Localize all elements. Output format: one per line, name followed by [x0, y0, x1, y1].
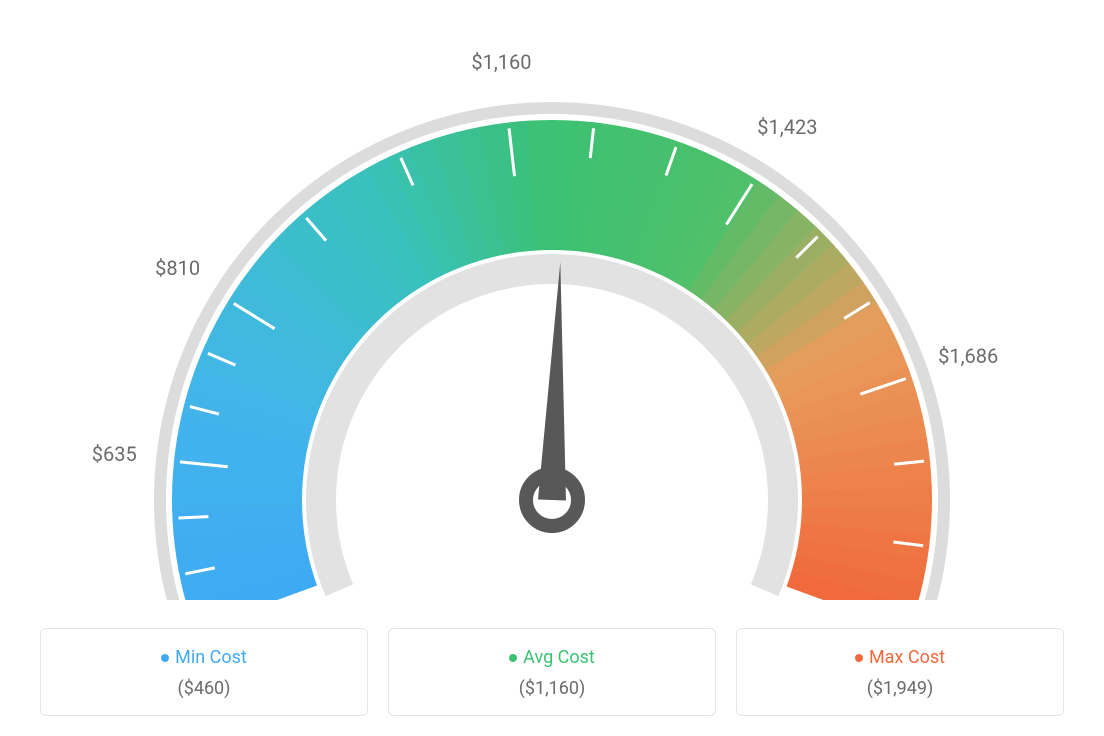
svg-text:$1,686: $1,686 — [938, 344, 998, 368]
legend-value-max: ($1,949) — [749, 678, 1051, 699]
legend-card-max: Max Cost ($1,949) — [736, 628, 1064, 716]
svg-text:$1,423: $1,423 — [757, 115, 817, 139]
legend-title-min: Min Cost — [53, 647, 355, 668]
cost-gauge: $460$635$810$1,160$1,423$1,686$1,949 — [52, 20, 1052, 604]
svg-text:$1,160: $1,160 — [471, 50, 531, 74]
legend-title-max: Max Cost — [749, 647, 1051, 668]
svg-text:$810: $810 — [155, 256, 200, 280]
legend-label-max: Max Cost — [869, 647, 945, 668]
legend-dot-min — [161, 654, 169, 662]
legend-label-min: Min Cost — [175, 647, 247, 668]
svg-text:$635: $635 — [92, 442, 137, 466]
legend-dot-avg — [509, 654, 517, 662]
gauge-svg: $460$635$810$1,160$1,423$1,686$1,949 — [52, 20, 1052, 600]
legend-value-avg: ($1,160) — [401, 678, 703, 699]
legend-title-avg: Avg Cost — [401, 647, 703, 668]
legend-card-avg: Avg Cost ($1,160) — [388, 628, 716, 716]
legend-value-min: ($460) — [53, 678, 355, 699]
gauge-container: $460$635$810$1,160$1,423$1,686$1,949 — [20, 20, 1084, 604]
legend-label-avg: Avg Cost — [523, 647, 595, 668]
legend-card-min: Min Cost ($460) — [40, 628, 368, 716]
legend-dot-max — [855, 654, 863, 662]
legend-row: Min Cost ($460) Avg Cost ($1,160) Max Co… — [20, 628, 1084, 716]
